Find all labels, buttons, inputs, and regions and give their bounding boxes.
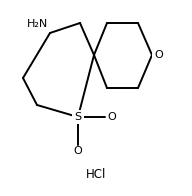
Text: O: O	[107, 112, 116, 122]
Text: O: O	[154, 50, 163, 60]
Text: HCl: HCl	[86, 168, 106, 181]
Text: H₂N: H₂N	[27, 19, 48, 29]
Text: O: O	[154, 50, 163, 60]
Text: S: S	[74, 112, 82, 122]
Text: S: S	[74, 112, 82, 122]
Text: O: O	[74, 146, 82, 156]
